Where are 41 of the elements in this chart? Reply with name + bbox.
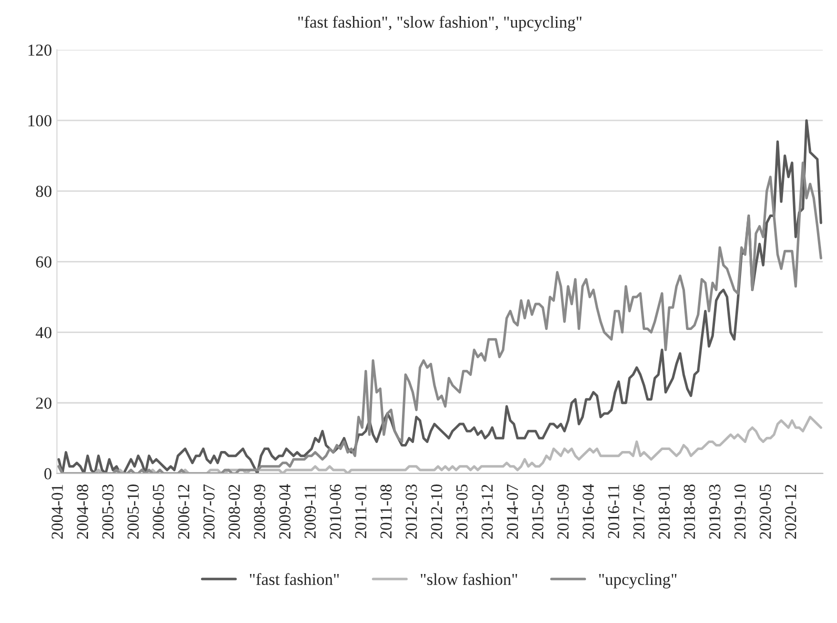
- x-tick-label: 2013-12: [482, 484, 493, 539]
- x-tick-label: 2015-02: [532, 484, 544, 539]
- y-tick-label: 100: [28, 115, 52, 126]
- y-tick-label: 80: [36, 186, 52, 197]
- x-tick-label: 2006-05: [152, 484, 164, 539]
- x-tick-label: 2015-09: [557, 484, 569, 539]
- legend-label: "fast fashion": [250, 573, 339, 586]
- x-tick-label: 2005-03: [102, 484, 114, 539]
- legend-label: "slow fashion": [420, 573, 518, 586]
- x-tick-label: 2020-05: [760, 484, 771, 539]
- y-tick-label: 40: [36, 326, 52, 338]
- y-tick-label: 0: [44, 468, 52, 480]
- x-tick-label: 2011-01: [355, 484, 366, 538]
- x-tick-label: 2008-02: [228, 484, 240, 539]
- x-tick-label: 2013-05: [456, 484, 468, 539]
- x-tick-label: 2012-03: [406, 484, 417, 539]
- x-tick-label: 2009-04: [279, 484, 290, 539]
- x-tick-label: 2008-09: [254, 484, 266, 539]
- x-tick-label: 2004-08: [76, 484, 88, 539]
- x-tick-label: 2014-07: [506, 484, 518, 539]
- x-tick-label: 2009-11: [304, 484, 316, 538]
- y-tick-label: 120: [28, 44, 52, 56]
- x-tick-label: 2007-07: [203, 484, 215, 539]
- legend-label: "upcycling": [599, 573, 676, 588]
- x-tick-label: 2016-04: [582, 484, 594, 539]
- x-tick-label: 2018-08: [684, 484, 696, 539]
- x-tick-label: 2020-12: [784, 484, 796, 539]
- x-tick-label: 2004-01: [52, 484, 63, 539]
- x-tick-label: 2019-03: [709, 484, 720, 539]
- x-tick-label: 2011-08: [380, 484, 392, 538]
- x-tick-label: 2017-06: [633, 484, 645, 539]
- x-tick-label: 2012-10: [430, 484, 442, 539]
- y-tick-label: 60: [36, 256, 52, 268]
- x-tick-label: 2018-01: [658, 484, 670, 539]
- x-tick-label: 2006-12: [178, 484, 190, 539]
- y-tick-label: 20: [36, 398, 52, 409]
- chart-title: "fast fashion", "slow fashion", "upcycling": [298, 16, 582, 32]
- x-tick-label: 2010-06: [330, 484, 342, 539]
- x-tick-label: 2019-10: [734, 484, 746, 539]
- x-tick-label: 2016-11: [608, 484, 620, 538]
- x-tick-label: 2005-10: [128, 484, 139, 539]
